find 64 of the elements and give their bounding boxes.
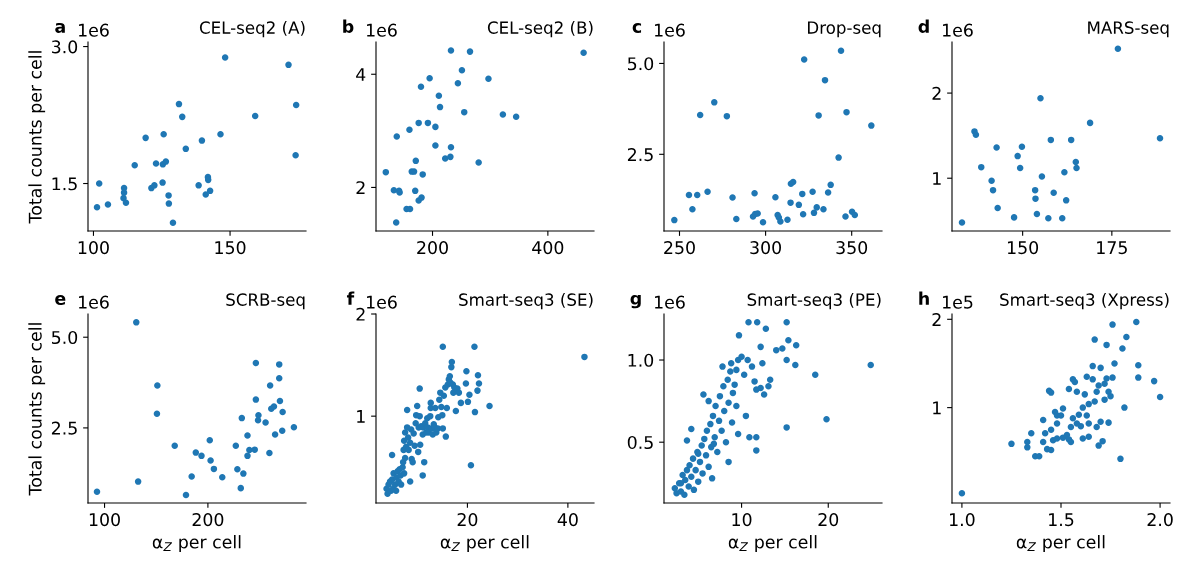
x-tick-label: 150 [1007,241,1039,255]
text: e [55,295,66,305]
x-tick-label: 40 [557,513,578,527]
chart-title: CEL-seq2 (A) [199,21,305,38]
x-axis-title: α$_{Z}$ per cell [1016,535,1105,552]
x-tick-label: 250 [664,241,695,255]
text: f [346,291,355,305]
chart-title: Smart-seq3 (PE) [747,293,881,310]
x-tick-label: 20 [457,513,478,527]
text: 1e6 [367,295,397,309]
y-tick-label: 3.0 [51,40,78,54]
text: 1e6 [79,23,109,37]
text: 1e6 [655,295,685,309]
text: 1e6 [655,23,685,37]
y-tick-label: 2.5 [627,148,653,162]
x-tick-label: 200 [417,241,448,255]
x-tick-label: 2.0 [1147,513,1173,527]
y-tick-label: 1 [933,401,941,415]
y-tick-label: 1 [357,410,365,423]
x-tick-label: 100 [78,241,109,255]
x-tick-label: 400 [532,241,564,255]
y-tick-label: 0.5 [627,435,653,450]
x-axis-title: α$_{Z}$ per cell [728,535,817,552]
y-tick-label: 1.5 [52,177,77,191]
text: 1e5 [943,295,973,309]
x-tick-label: 10 [732,513,752,527]
text: b [343,19,354,33]
y-tick-label: 2 [356,307,365,321]
y-tick-label: 4 [356,68,366,81]
x-tick-label: 20 [818,513,839,527]
chart-title: SCRB-seq [226,293,305,310]
x-axis-title: α$_{Z}$ per cell [152,535,241,552]
y-axis-title: Total counts per cell [28,51,46,224]
chart-title: Smart-seq3 (Xpress) [1000,293,1169,310]
x-tick-label: 200 [192,513,224,527]
text: c [632,23,642,33]
y-tick-label: 1.0 [628,353,654,367]
chart-title: CEL-seq2 (B) [487,21,593,38]
y-axis-title: Total counts per cell [28,323,46,496]
y-tick-label: 5.0 [52,330,78,345]
y-tick-label: 2 [932,86,941,100]
x-tick-label: 175 [1097,241,1127,255]
chart-title: MARS-seq [1088,21,1169,38]
chart-title: Smart-seq3 (SE) [459,293,593,310]
x-tick-label: 150 [215,241,246,255]
x-tick-label: 300 [750,241,782,255]
chart-title: Drop-seq [808,21,881,38]
text: 1e6 [367,23,397,37]
text: 1e6 [79,295,109,309]
text: 1e6 [943,23,973,37]
x-tick-label: 350 [836,241,868,255]
y-tick-label: 5.0 [628,57,654,71]
y-tick-label: 1 [933,172,941,185]
y-tick-label: 2 [932,313,941,326]
y-tick-label: 2.5 [51,421,77,435]
y-tick-label: 2 [356,181,365,195]
text: h [919,291,929,305]
x-axis-title: α$_{Z}$ per cell [440,535,529,552]
text: a [55,23,65,33]
x-tick-label: 1.5 [1049,513,1074,527]
text: g [630,294,641,309]
x-tick-label: 100 [89,513,120,527]
x-tick-label: 1.0 [950,513,975,527]
text: d [918,19,929,33]
